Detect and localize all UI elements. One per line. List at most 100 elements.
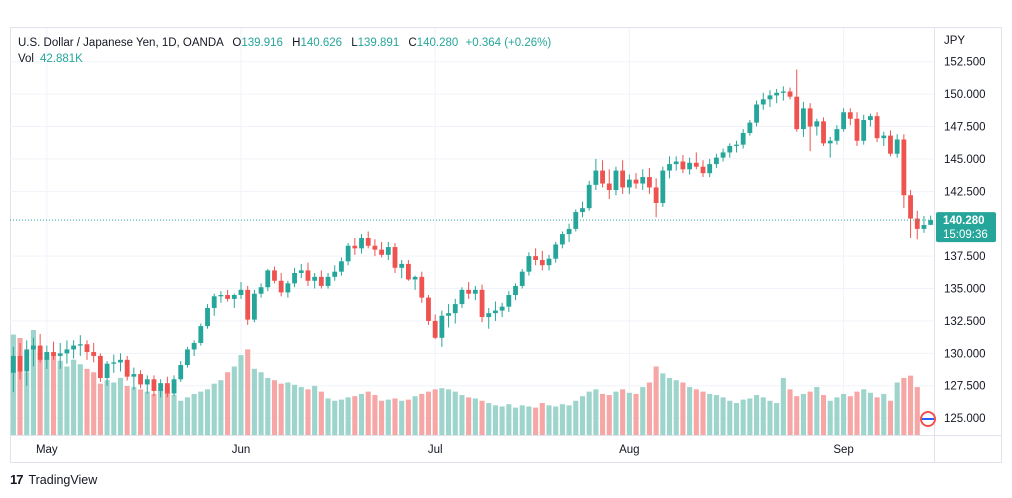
candle-body[interactable]	[767, 95, 773, 100]
candle-body[interactable]	[901, 139, 907, 196]
candle-body[interactable]	[921, 225, 927, 229]
candle-body[interactable]	[660, 170, 666, 203]
candle-body[interactable]	[131, 374, 137, 377]
candle-body[interactable]	[707, 164, 713, 174]
candle-body[interactable]	[318, 276, 324, 286]
candle-body[interactable]	[446, 313, 451, 316]
candle-body[interactable]	[138, 374, 143, 385]
candle-body[interactable]	[372, 245, 378, 250]
candle-body[interactable]	[493, 310, 498, 314]
candle-body[interactable]	[211, 296, 217, 308]
candle-body[interactable]	[854, 118, 860, 141]
candle-body[interactable]	[874, 116, 880, 139]
candle-body[interactable]	[472, 289, 478, 294]
candle-body[interactable]	[345, 245, 351, 262]
candle-body[interactable]	[218, 295, 224, 297]
candle-body[interactable]	[687, 162, 693, 170]
candle-body[interactable]	[111, 362, 117, 364]
candle-body[interactable]	[600, 170, 605, 184]
candle-body[interactable]	[647, 177, 652, 188]
volume-label[interactable]: Vol	[18, 53, 34, 65]
candle-body[interactable]	[352, 245, 358, 249]
candle-body[interactable]	[633, 179, 639, 184]
candle-body[interactable]	[71, 345, 77, 350]
candle-body[interactable]	[265, 270, 271, 288]
candle-body[interactable]	[285, 283, 291, 293]
candle-body[interactable]	[298, 270, 304, 273]
candle-body[interactable]	[928, 220, 934, 225]
candle-body[interactable]	[620, 170, 626, 188]
candle-body[interactable]	[780, 91, 786, 93]
candle-body[interactable]	[10, 355, 16, 373]
candle-body[interactable]	[44, 352, 50, 360]
candle-body[interactable]	[158, 383, 164, 391]
candle-body[interactable]	[51, 352, 56, 356]
candle-body[interactable]	[713, 157, 719, 165]
candle-body[interactable]	[332, 271, 338, 277]
candle-body[interactable]	[238, 289, 244, 296]
candle-body[interactable]	[613, 170, 619, 191]
candle-body[interactable]	[278, 280, 284, 293]
candle-body[interactable]	[827, 140, 833, 144]
candle-body[interactable]	[566, 228, 572, 235]
candle-body[interactable]	[626, 179, 632, 188]
candle-body[interactable]	[144, 379, 150, 385]
candle-body[interactable]	[673, 161, 679, 165]
candle-body[interactable]	[807, 108, 813, 127]
candle-body[interactable]	[118, 359, 123, 363]
candle-body[interactable]	[814, 121, 820, 127]
candle-body[interactable]	[37, 345, 43, 360]
candle-body[interactable]	[97, 355, 103, 378]
candle-body[interactable]	[104, 363, 110, 378]
candle-body[interactable]	[519, 271, 525, 286]
candle-body[interactable]	[680, 161, 686, 170]
candle-body[interactable]	[914, 218, 920, 229]
candle-body[interactable]	[251, 293, 257, 320]
candle-body[interactable]	[205, 307, 210, 327]
candle-body[interactable]	[593, 170, 599, 185]
candle-body[interactable]	[740, 132, 746, 145]
candle-body[interactable]	[365, 237, 371, 246]
candle-body[interactable]	[171, 379, 177, 394]
symbol-title[interactable]: U.S. Dollar / Japanese Yen, 1D, OANDA	[18, 37, 224, 49]
candle-body[interactable]	[31, 345, 36, 350]
candle-body[interactable]	[760, 99, 766, 105]
candle-body[interactable]	[17, 355, 23, 372]
candle-body[interactable]	[734, 144, 739, 146]
candle-body[interactable]	[727, 145, 733, 153]
tradingview-logo[interactable]: 17 TradingView	[10, 472, 97, 487]
candle-body[interactable]	[821, 121, 826, 144]
candle-body[interactable]	[847, 112, 853, 119]
candle-body[interactable]	[546, 258, 552, 266]
candle-body[interactable]	[653, 187, 659, 203]
candle-body[interactable]	[178, 365, 184, 380]
candle-body[interactable]	[439, 315, 445, 338]
candle-body[interactable]	[225, 295, 231, 299]
candle-body[interactable]	[459, 289, 465, 305]
candle-body[interactable]	[486, 313, 492, 318]
candle-body[interactable]	[586, 184, 592, 209]
candle-body[interactable]	[231, 295, 237, 299]
candle-body[interactable]	[513, 285, 518, 296]
candle-body[interactable]	[432, 320, 438, 338]
candle-body[interactable]	[747, 122, 753, 133]
candle-body[interactable]	[553, 244, 559, 259]
candle-body[interactable]	[91, 352, 97, 356]
candle-body[interactable]	[834, 129, 840, 141]
candle-body[interactable]	[894, 139, 900, 154]
candle-body[interactable]	[667, 164, 672, 171]
candle-body[interactable]	[693, 162, 699, 167]
candle-body[interactable]	[392, 247, 398, 268]
candle-body[interactable]	[419, 276, 425, 298]
candle-body[interactable]	[499, 306, 505, 311]
candle-body[interactable]	[640, 177, 646, 184]
candle-body[interactable]	[479, 289, 485, 318]
candle-body[interactable]	[64, 349, 70, 354]
candle-body[interactable]	[379, 249, 385, 255]
candle-body[interactable]	[312, 276, 318, 281]
candle-body[interactable]	[580, 208, 585, 213]
candle-body[interactable]	[606, 183, 612, 191]
candle-body[interactable]	[359, 237, 364, 249]
candle-body[interactable]	[539, 260, 545, 266]
